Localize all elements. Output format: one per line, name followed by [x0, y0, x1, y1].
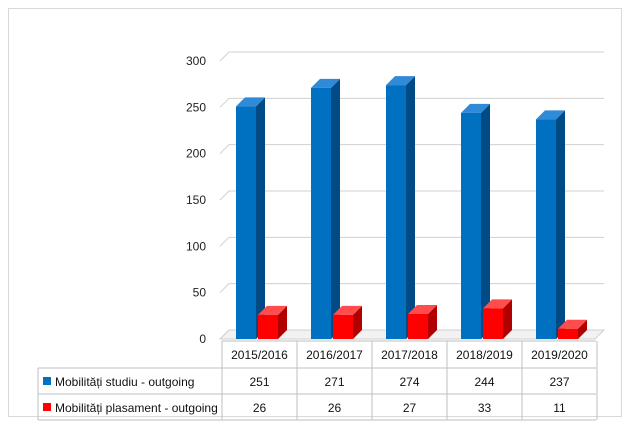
data-value-label: 11 — [553, 401, 566, 415]
bar-face — [386, 85, 406, 340]
bar-series-0-4 — [536, 110, 565, 339]
data-value-label: 26 — [253, 401, 267, 415]
x-category-label: 2017/2018 — [381, 348, 438, 362]
x-category-label: 2015/2016 — [231, 348, 288, 362]
y-tick-label: 300 — [186, 54, 206, 68]
bar-face — [483, 299, 512, 309]
legend-label: Mobilități studiu - outgoing — [55, 375, 194, 389]
bar-face — [278, 305, 287, 339]
bar-face — [558, 328, 578, 339]
bar-face — [536, 119, 556, 339]
bar-face — [311, 87, 331, 339]
data-value-label: 26 — [328, 401, 342, 415]
y-tick-label: 0 — [199, 332, 206, 346]
data-value-label: 244 — [474, 375, 494, 389]
bar-face — [503, 299, 512, 339]
bar-series-0-3 — [461, 103, 490, 339]
data-value-label: 33 — [478, 401, 492, 415]
data-value-label: 274 — [399, 375, 419, 389]
bar-face — [256, 97, 265, 339]
legend-swatch — [43, 403, 51, 411]
x-category-label: 2019/2020 — [531, 348, 588, 362]
legend-swatch — [43, 377, 51, 385]
bar-face — [236, 106, 256, 339]
bar-face — [578, 319, 587, 339]
bar-face — [408, 313, 428, 339]
y-tick-label: 250 — [186, 100, 206, 114]
bar-face — [333, 314, 353, 339]
bar-face — [483, 308, 503, 339]
bar-face — [258, 314, 278, 339]
bar-series-1-1 — [333, 305, 362, 339]
bar-face — [461, 112, 481, 339]
bar-face — [461, 103, 490, 113]
bar-face — [353, 305, 362, 339]
bar-face — [258, 305, 287, 315]
bar-face — [311, 78, 340, 88]
bar-face — [333, 305, 362, 315]
y-tick-label: 50 — [193, 286, 207, 300]
bar-face — [558, 319, 587, 329]
x-category-label: 2016/2017 — [306, 348, 363, 362]
gridline — [219, 51, 604, 62]
data-value-label: 251 — [249, 375, 269, 389]
bar-series-0-2 — [386, 76, 415, 340]
bar-face — [331, 78, 340, 339]
data-value-label: 27 — [403, 401, 417, 415]
bar-series-1-3 — [483, 299, 512, 339]
bar-face — [536, 110, 565, 120]
bar-face — [408, 304, 437, 314]
y-tick-label: 100 — [186, 239, 206, 253]
bar-face — [481, 103, 490, 339]
data-value-label: 237 — [549, 375, 569, 389]
bar-face — [386, 76, 415, 86]
legend-label: Mobilități plasament - outgoing — [55, 401, 218, 415]
chart-frame — [8, 8, 622, 417]
bar-face — [236, 97, 265, 107]
bar-series-0-0 — [236, 97, 265, 339]
x-category-label: 2018/2019 — [456, 348, 513, 362]
bar-face — [556, 110, 565, 339]
data-value-label: 271 — [324, 375, 344, 389]
bar-series-1-4 — [558, 319, 587, 339]
y-tick-label: 150 — [186, 193, 206, 207]
bar-series-1-0 — [258, 305, 287, 339]
bar-face — [406, 76, 415, 340]
gridline — [219, 97, 604, 108]
bar-series-0-1 — [311, 78, 340, 339]
y-tick-label: 200 — [186, 147, 206, 161]
bar-face — [428, 304, 437, 339]
bar-series-1-2 — [408, 304, 437, 339]
